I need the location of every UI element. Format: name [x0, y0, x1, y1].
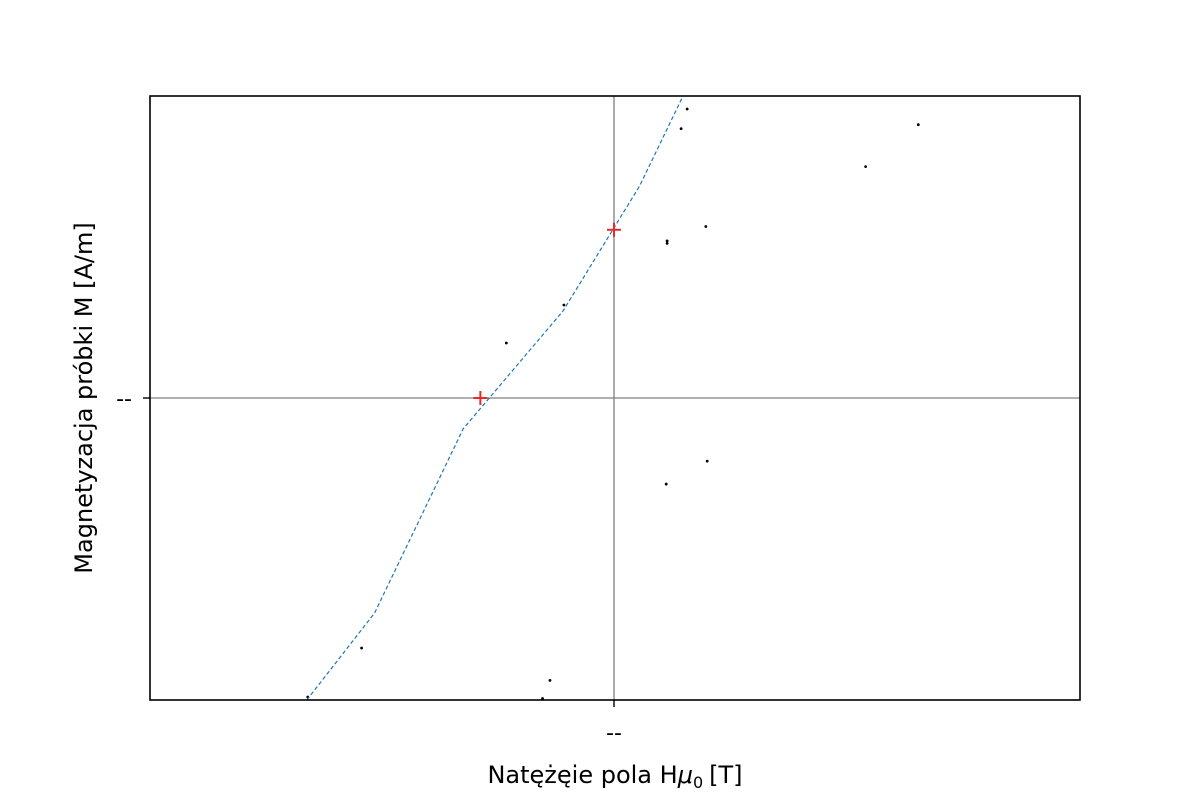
data-point — [504, 341, 508, 345]
x-axis-label-symbol: μ — [677, 761, 693, 789]
x-axis-label-text: Natężęie pola H — [487, 761, 677, 789]
x-axis-label-unit: [T] — [709, 761, 742, 789]
plot-area — [150, 96, 1080, 700]
data-point — [685, 107, 689, 111]
cross-marker — [473, 391, 488, 405]
data-point — [665, 239, 669, 243]
cross-marker — [607, 222, 621, 237]
axis-ticks — [143, 397, 615, 707]
data-point — [664, 482, 668, 486]
y-tick-label: -- — [116, 387, 132, 412]
y-axis-label: Magnetyzacja próbki M [A/m] — [70, 222, 98, 573]
data-point — [704, 225, 708, 228]
data-point — [541, 697, 544, 700]
x-axis-label: Natężęie pola Hμ0 [T] — [487, 761, 742, 792]
chart-marks — [306, 96, 920, 700]
data-point — [360, 646, 363, 650]
x-axis-label-subscript: 0 — [693, 773, 703, 792]
x-tick-label: -- — [606, 721, 622, 746]
fit-line — [306, 96, 684, 700]
data-point — [548, 678, 552, 682]
data-point — [562, 303, 566, 307]
data-point — [705, 459, 709, 463]
data-point — [665, 241, 669, 245]
data-point — [864, 165, 868, 169]
data-point — [679, 127, 683, 131]
data-point — [916, 123, 920, 127]
